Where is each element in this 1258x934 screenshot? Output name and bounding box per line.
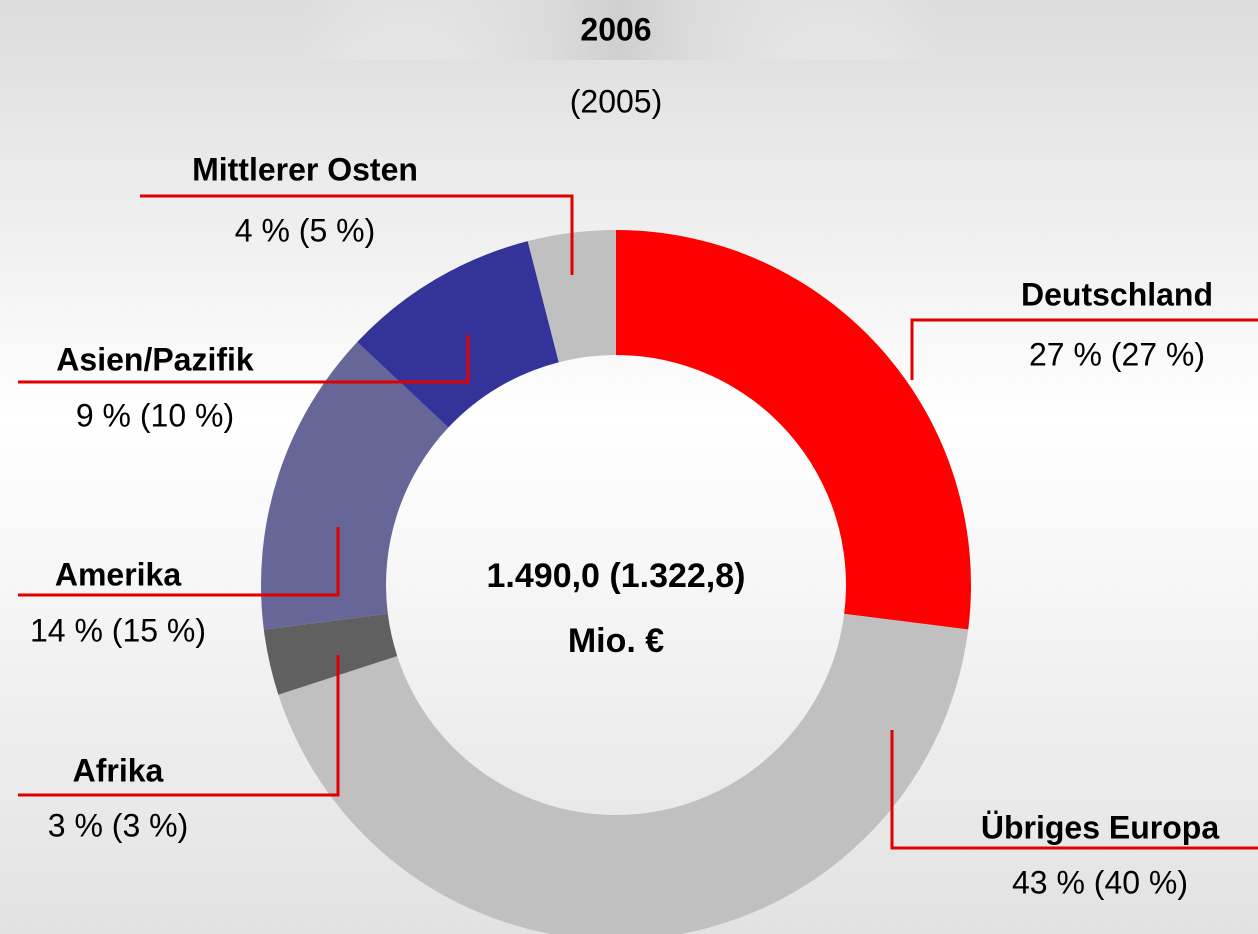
chart-subtitle: (2005) bbox=[570, 83, 663, 119]
value-label: 43 % (40 %) bbox=[1012, 864, 1188, 900]
leader-line bbox=[18, 335, 470, 384]
chart-title: 2006 bbox=[580, 11, 651, 47]
center-unit: Mio. € bbox=[568, 622, 664, 660]
leader-line bbox=[18, 527, 340, 597]
slice-label: Asien/Pazifik bbox=[56, 341, 254, 377]
value-label: 3 % (3 %) bbox=[48, 807, 188, 843]
title-band bbox=[300, 0, 940, 60]
slice-label: Deutschland bbox=[1021, 276, 1213, 312]
slice-label: Afrika bbox=[73, 752, 164, 788]
donut-slice bbox=[261, 341, 449, 630]
value-label: 9 % (10 %) bbox=[76, 397, 234, 433]
donut-slice bbox=[278, 613, 969, 934]
leader-line bbox=[910, 318, 1258, 380]
leader-line bbox=[140, 194, 574, 275]
slice-label: Mittlerer Osten bbox=[192, 151, 418, 187]
leader-line bbox=[890, 730, 1258, 850]
donut-slice bbox=[616, 230, 972, 630]
value-label: 14 % (15 %) bbox=[30, 612, 206, 648]
slice-label: Übriges Europa bbox=[981, 809, 1219, 845]
value-label: 4 % (5 %) bbox=[235, 212, 375, 248]
donut-slice bbox=[263, 613, 398, 695]
slice-label: Amerika bbox=[55, 556, 182, 592]
center-value: 1.490,0 (1.322,8) bbox=[487, 557, 746, 595]
leader-line bbox=[18, 655, 340, 797]
donut-slice bbox=[527, 230, 616, 363]
value-label: 27 % (27 %) bbox=[1029, 336, 1205, 372]
